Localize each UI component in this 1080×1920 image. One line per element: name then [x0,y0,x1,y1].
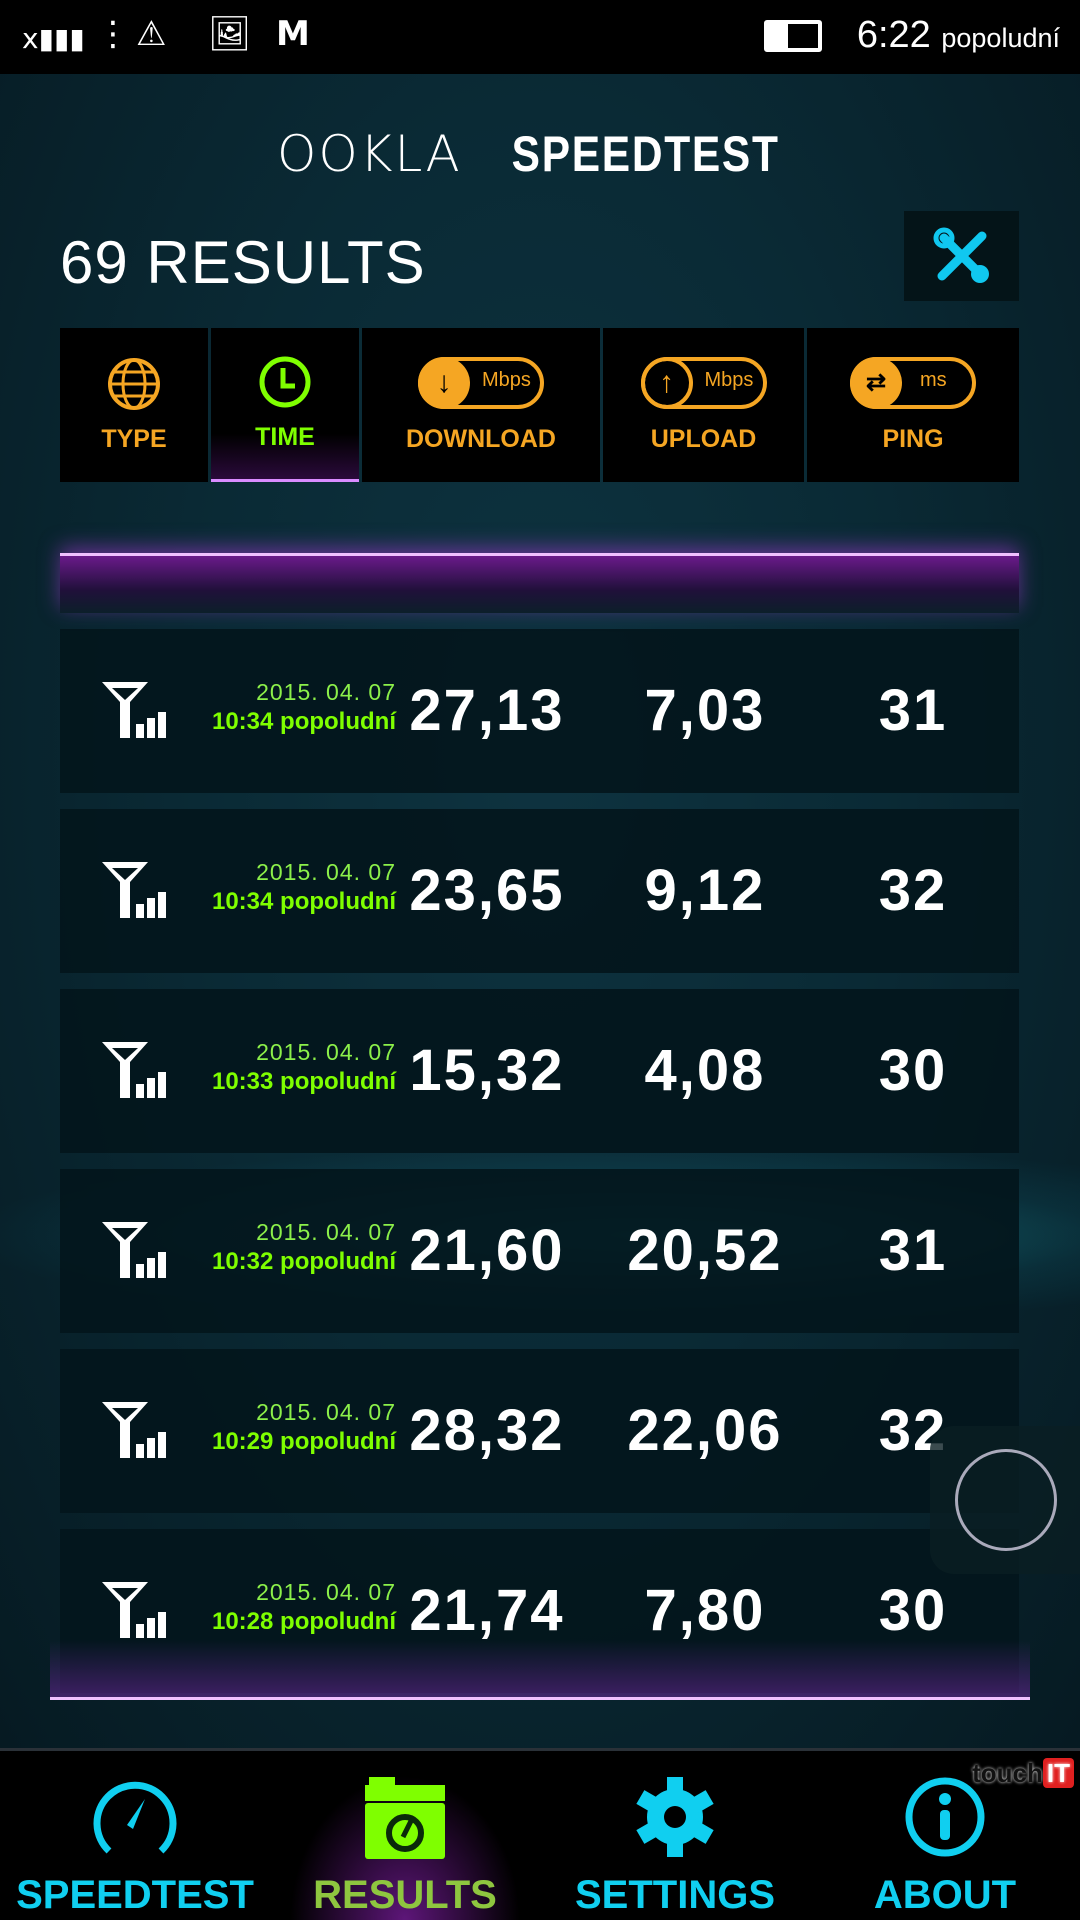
upload-value: 7,03 [644,678,766,743]
cellular-antenna-icon [102,862,166,918]
floating-assistive-button[interactable] [930,1426,1080,1574]
signal-icon: x▮▮▮ [22,22,85,55]
battery-icon [764,20,822,52]
result-time: 10:33 popoludní [211,1068,396,1095]
upload-value: 20,52 [627,1218,783,1283]
results-folder-icon [365,1777,445,1859]
bottom-nav: SPEEDTEST RESULTS SETTINGS ABOUT [0,1748,1080,1920]
nav-results[interactable]: RESULTS [270,1751,540,1920]
result-date: 2015. 04. 07 [256,1399,396,1425]
cellular-antenna-icon [102,1222,166,1278]
nav-about[interactable]: ABOUT [810,1751,1080,1920]
status-bar: x▮▮▮ ⋮ ⚠ 🖼 M 6:22 popoludní [0,0,1080,74]
upload-value: 7,80 [644,1578,766,1643]
sort-time[interactable]: TIME [211,328,359,482]
gmail-icon: M [276,14,310,54]
result-datetime: 2015. 04. 07 10:33 popoludní [170,1037,396,1097]
download-value: 23,65 [409,858,565,923]
cellular-antenna-icon [102,682,166,738]
cellular-antenna-icon [102,1402,166,1458]
app-logo: OOKLA SPEEDTEST [276,125,780,183]
result-datetime: 2015. 04. 07 10:32 popoludní [170,1217,396,1277]
gear-icon [636,1777,714,1857]
result-date: 2015. 04. 07 [256,1219,396,1245]
upload-icon: ↑ Mbps [640,356,767,409]
ping-value: 31 [878,1218,948,1283]
clock: 6:22 popoludní [856,14,1060,56]
sort-upload[interactable]: ↑ Mbps UPLOAD [603,328,804,482]
result-time: 10:32 popoludní [211,1248,396,1275]
download-value: 15,32 [409,1038,565,1103]
wrench-screwdriver-icon [933,227,989,283]
result-datetime: 2015. 04. 07 10:29 popoludní [170,1397,396,1457]
result-row[interactable]: 2015. 04. 07 10:33 popoludní 15,32 4,08 3… [60,989,1019,1153]
result-date: 2015. 04. 07 [256,1039,396,1065]
result-row[interactable]: 2015. 04. 07 10:29 popoludní 28,32 22,06 … [60,1349,1019,1513]
result-row[interactable]: 2015. 04. 07 10:34 popoludní 23,65 9,12 3… [60,809,1019,973]
results-count: 69 RESULTS [60,229,426,296]
sort-header: TYPE TIME ↓ Mbps DOWNLOAD ↑ Mbps UPLOAD ⇄ m… [60,328,1019,482]
ping-value: 30 [878,1578,948,1643]
upload-value: 9,12 [644,858,766,923]
info-icon [905,1777,985,1857]
result-date: 2015. 04. 07 [256,1579,396,1605]
sort-download[interactable]: ↓ Mbps DOWNLOAD [362,328,600,482]
image-icon: 🖼 [208,14,252,54]
result-date: 2015. 04. 07 [256,679,396,705]
upload-value: 22,06 [627,1398,783,1463]
sort-type[interactable]: TYPE [60,328,208,482]
result-row[interactable]: 2015. 04. 07 10:32 popoludní 21,60 20,52 … [60,1169,1019,1333]
cellular-antenna-icon [102,1042,166,1098]
result-row[interactable]: 2015. 04. 07 10:34 popoludní 27,13 7,03 3… [60,629,1019,793]
download-value: 28,32 [409,1398,565,1463]
tools-button[interactable] [904,211,1019,301]
download-value: 27,13 [409,678,565,743]
download-value: 21,74 [409,1578,565,1643]
partial-result-row[interactable] [60,553,1019,613]
result-datetime: 2015. 04. 07 10:34 popoludní [170,677,396,737]
warning-icon: ⚠ [136,14,167,54]
ping-icon: ⇄ ms [850,356,976,409]
watermark-logo: touch IT [972,1758,1074,1789]
clock-icon [259,356,311,408]
result-datetime: 2015. 04. 07 10:28 popoludní [170,1577,396,1637]
speedometer-icon [93,1781,177,1854]
result-time: 10:28 popoludní [211,1608,396,1635]
sort-ping[interactable]: ⇄ ms PING [807,328,1019,482]
result-time: 10:34 popoludní [211,708,396,735]
result-date: 2015. 04. 07 [256,859,396,885]
result-time: 10:34 popoludní [211,888,396,915]
list-end-glow [50,1640,1030,1700]
ping-value: 32 [878,858,948,923]
menu-dots-icon: ⋮ [96,14,130,54]
nav-speedtest[interactable]: SPEEDTEST [0,1751,270,1920]
cellular-antenna-icon [102,1582,166,1638]
result-datetime: 2015. 04. 07 10:34 popoludní [170,857,396,917]
nav-settings[interactable]: SETTINGS [540,1751,810,1920]
ping-value: 30 [878,1038,948,1103]
globe-icon [108,357,160,410]
circle-icon [955,1449,1057,1551]
download-icon: ↓ Mbps [418,356,544,409]
ping-value: 31 [878,678,948,743]
upload-value: 4,08 [644,1038,766,1103]
result-time: 10:29 popoludní [211,1428,396,1455]
download-value: 21,60 [409,1218,565,1283]
